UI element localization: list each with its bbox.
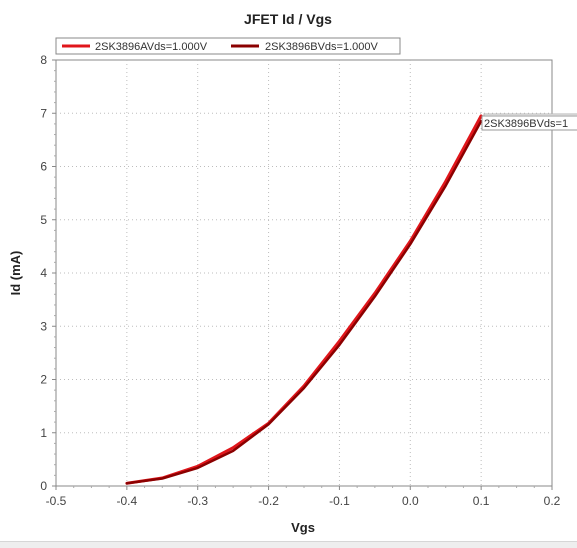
legend-label-a: 2SK3896AVds=1.000V (95, 41, 208, 53)
x-axis-label: Vgs (291, 520, 315, 535)
series-line-b (125, 119, 483, 485)
y-tick-label: 7 (40, 106, 47, 120)
callout-box (481, 115, 577, 131)
x-tick-label: 0.0 (402, 494, 419, 508)
y-tick-label: 0 (40, 479, 47, 493)
x-tick-label: -0.5 (46, 494, 67, 508)
grid-lines (56, 60, 552, 486)
window-bottom-edge (0, 541, 577, 548)
x-tick-label: -0.4 (117, 494, 138, 508)
y-tick-label: 1 (40, 426, 47, 440)
callout-label: 2SK3896BVds=1 (484, 118, 568, 130)
x-tick-label: 0.1 (473, 494, 490, 508)
y-axis-label: Id (mA) (8, 251, 23, 296)
x-tick-label: -0.1 (329, 494, 350, 508)
legend-box (55, 37, 401, 55)
series-lines (125, 114, 483, 485)
y-tick-label: 8 (40, 53, 47, 67)
y-tick-label: 5 (40, 213, 47, 227)
series-callout: 2SK3896BVds=1 (481, 113, 577, 131)
x-tick-label: 0.2 (544, 494, 561, 508)
y-tick-label: 6 (40, 160, 47, 174)
chart-title: JFET Id / Vgs (244, 11, 332, 27)
legend-label-b: 2SK3896BVds=1.000V (265, 41, 379, 53)
y-tick-label: 3 (40, 319, 47, 333)
legend: 2SK3896AVds=1.000V 2SK3896BVds=1.000V (55, 37, 401, 55)
x-tick-label: -0.2 (258, 494, 279, 508)
axis-ticks: -0.5 -0.4 -0.3 -0.2 -0.1 0.0 0.1 0.2 0 1 2 3 4 5 6 7 8 (40, 53, 560, 508)
x-tick-label: -0.3 (187, 494, 208, 508)
y-tick-label: 2 (40, 373, 47, 387)
y-tick-label: 4 (40, 266, 47, 280)
